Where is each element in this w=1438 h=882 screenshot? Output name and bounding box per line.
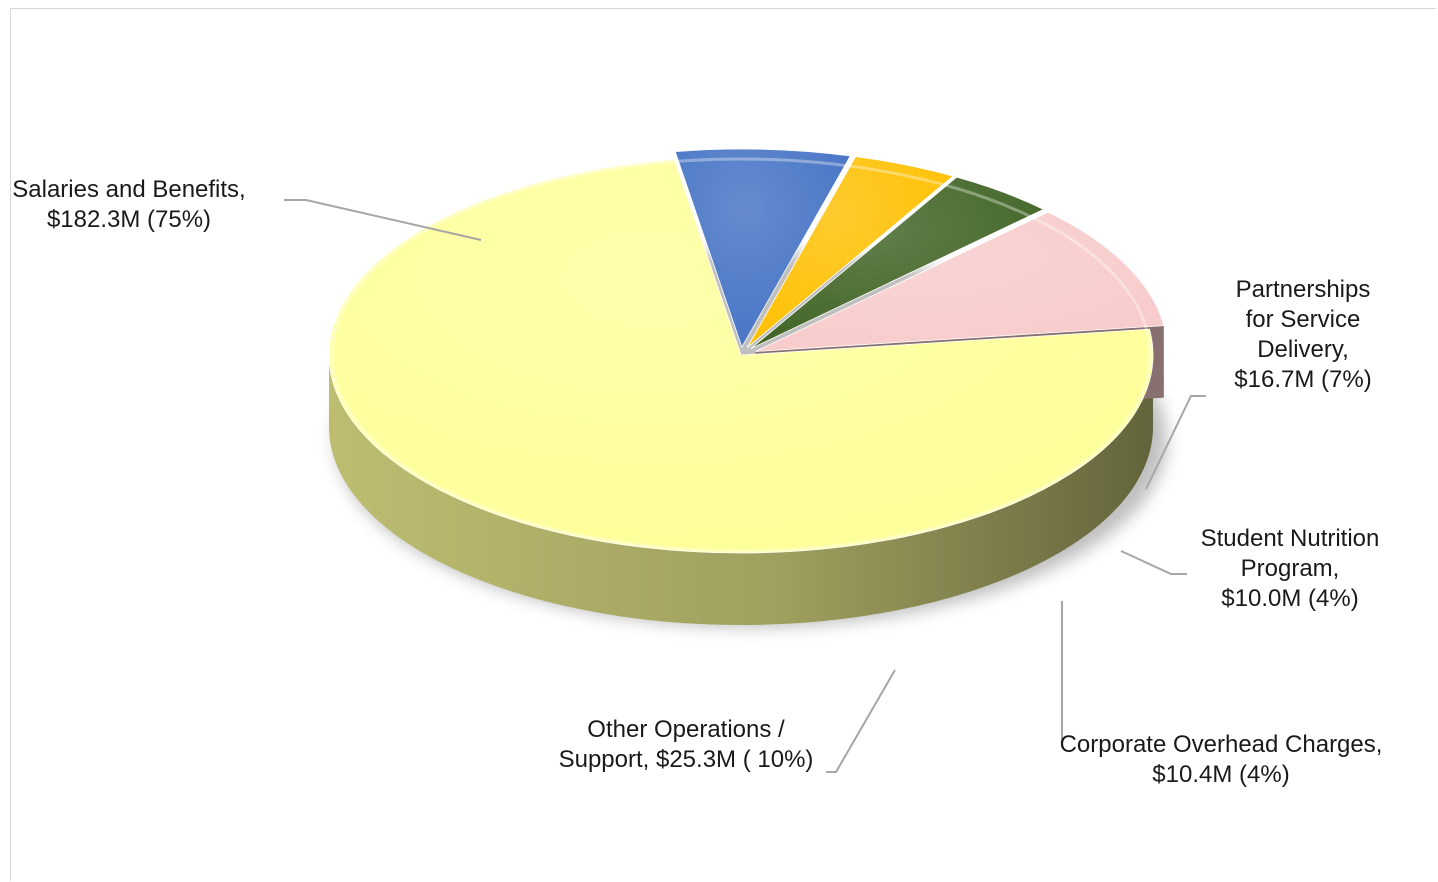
pie-slice-highlight — [329, 159, 1154, 553]
data-label: Corporate Overhead Charges, $10.4M (4%) — [1060, 731, 1383, 788]
pie-slice-highlight — [755, 212, 1164, 352]
data-label-line: $10.0M (4%) — [1221, 585, 1358, 612]
leader-line — [1145, 395, 1206, 490]
pie-slice-highlight — [675, 149, 851, 348]
pie-slice-highlight — [750, 177, 1044, 349]
chart-frame: Salaries and Benefits, $182.3M (75%) Partn… — [10, 8, 1436, 881]
leader-line — [826, 669, 896, 773]
data-label-line: for Service — [1246, 306, 1361, 333]
data-label: Partnerships for Service Delivery, $16.7M (… — [1234, 276, 1371, 393]
data-label: Student Nutrition Program, $10.0M (4%) — [1201, 525, 1380, 612]
data-label-line: $16.7M (7%) — [1234, 366, 1371, 393]
data-label-line: $182.3M (75%) — [47, 206, 211, 233]
data-label-line: Partnerships — [1236, 276, 1371, 303]
data-label-line: Program, — [1241, 555, 1340, 582]
data-label: Salaries and Benefits, $182.3M (75%) — [12, 176, 245, 233]
pie-slice-highlight — [747, 156, 954, 348]
pie-rim — [330, 157, 1152, 553]
data-label-line: $10.4M (4%) — [1152, 761, 1289, 788]
data-label-line: Student Nutrition — [1201, 525, 1380, 552]
pie-chart: Salaries and Benefits, $182.3M (75%) Partn… — [12, 148, 1383, 788]
leader-line — [1120, 550, 1187, 575]
data-label: Other Operations / Support, $25.3M ( 10%) — [559, 716, 814, 773]
data-label-line: Corporate Overhead Charges, — [1060, 731, 1383, 758]
data-label-line: Delivery, — [1257, 336, 1349, 363]
data-label-line: Other Operations / — [587, 716, 785, 743]
data-label-line: Support, $25.3M ( 10%) — [559, 746, 814, 773]
leader-line — [284, 199, 482, 241]
pie-slice-side-shade — [329, 355, 1153, 625]
data-label-line: Salaries and Benefits, — [12, 176, 245, 203]
